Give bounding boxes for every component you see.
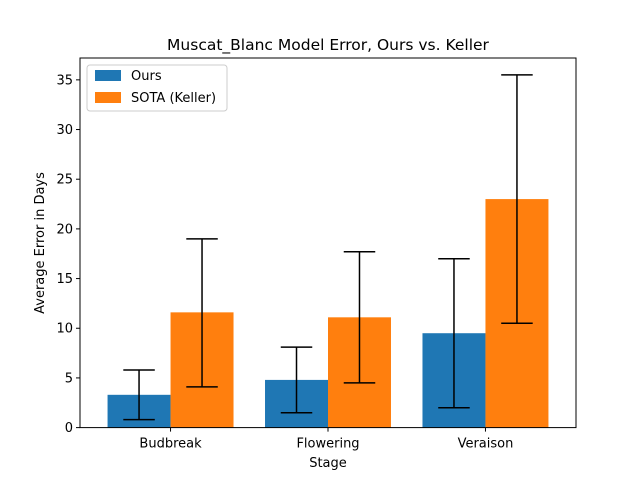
legend: Ours SOTA (Keller) [86, 64, 228, 112]
x-tick-label-flowering: Flowering [296, 437, 359, 452]
legend-label-keller: SOTA (Keller) [131, 91, 216, 106]
legend-box [86, 64, 228, 112]
y-tick-label: 5 [65, 371, 73, 386]
y-tick-label: 0 [65, 421, 73, 436]
y-tick-label: 15 [56, 272, 73, 287]
y-tick-label: 20 [56, 222, 73, 237]
x-axis: Budbreak Flowering Veraison [139, 427, 514, 452]
y-axis-label: Average Error in Days [33, 172, 48, 314]
error-bars-layer [123, 74, 533, 421]
chart-title: Muscat_Blanc Model Error, Ours vs. Kelle… [167, 36, 490, 55]
y-axis: 0 5 10 15 20 25 30 35 [56, 73, 80, 436]
legend-swatch-keller [95, 92, 121, 103]
legend-swatch-ours [95, 70, 121, 81]
x-tick-label-budbreak: Budbreak [139, 437, 202, 452]
legend-label-ours: Ours [131, 69, 162, 84]
y-tick-label: 35 [56, 73, 73, 88]
y-tick-label: 30 [56, 123, 73, 138]
y-tick-label: 10 [56, 322, 73, 337]
x-tick-label-veraison: Veraison [458, 437, 514, 452]
y-tick-label: 25 [56, 173, 73, 188]
x-axis-label: Stage [309, 456, 347, 471]
